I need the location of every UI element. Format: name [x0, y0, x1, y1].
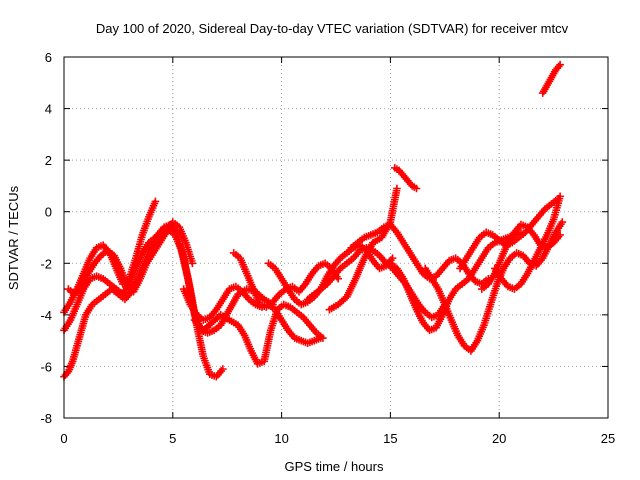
y-tick-label: 6 — [45, 50, 52, 65]
y-tick-label: -4 — [40, 308, 52, 323]
data-point — [412, 184, 421, 193]
data-marks — [60, 60, 567, 381]
x-tick-label: 0 — [60, 431, 67, 446]
x-tick-label: 20 — [492, 431, 506, 446]
data-point — [556, 60, 564, 69]
data-point — [334, 274, 342, 283]
x-tick-label: 15 — [383, 431, 397, 446]
series-track-6 — [229, 249, 342, 311]
series-track-11 — [390, 164, 421, 193]
chart-title: Day 100 of 2020, Sidereal Day-to-day VTE… — [96, 21, 569, 36]
data-point — [556, 192, 564, 201]
y-tick-label: 0 — [45, 205, 52, 220]
series-track-17 — [491, 192, 564, 293]
data-point — [388, 254, 397, 262]
series-track-3 — [60, 197, 160, 317]
y-axis-label: SDTVAR / TECUs — [6, 185, 21, 290]
y-tick-label: -6 — [40, 359, 52, 374]
data-point — [188, 259, 197, 268]
y-tick-label: -2 — [40, 256, 52, 271]
data-point — [151, 197, 160, 206]
data-point — [219, 365, 227, 373]
x-tick-label: 10 — [274, 431, 288, 446]
data-point — [319, 334, 327, 342]
y-tick-label: 2 — [45, 153, 52, 168]
y-tick-label: -8 — [40, 411, 52, 426]
tick-labels: 0 5 10 15 20 25 -8 -6 -4 -2 0 2 4 6 — [40, 50, 615, 446]
series-track-18 — [538, 60, 564, 97]
data-point — [556, 231, 564, 239]
plot-frame — [63, 56, 609, 419]
series-track-5 — [179, 282, 325, 348]
x-tick-label: 25 — [601, 431, 615, 446]
x-tick-label: 5 — [169, 431, 176, 446]
data-point — [393, 184, 401, 193]
series-track-4 — [64, 218, 197, 299]
series-track-7 — [190, 300, 327, 368]
data-point — [558, 218, 567, 226]
x-axis-label: GPS time / hours — [285, 459, 384, 474]
y-tick-label: 4 — [45, 102, 52, 117]
